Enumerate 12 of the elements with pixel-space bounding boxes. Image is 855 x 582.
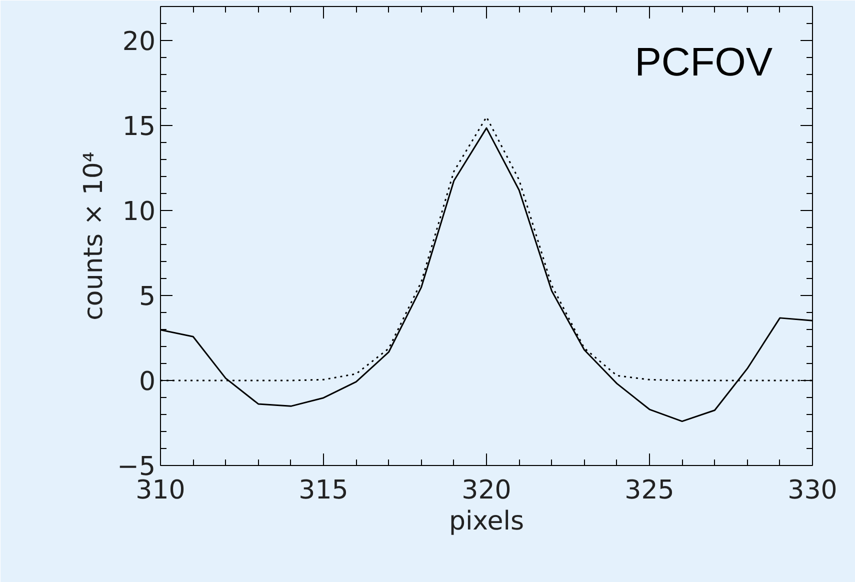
x-axis-title: pixels xyxy=(448,506,524,536)
x-tick-label: 315 xyxy=(298,476,348,506)
y-tick-label: 10 xyxy=(122,197,156,227)
y-axis-title: counts × 10⁴ xyxy=(79,152,110,320)
annotation: PCFOV xyxy=(634,40,773,84)
x-tick-label: 330 xyxy=(788,476,838,506)
y-tick-label: 0 xyxy=(138,367,156,397)
y-tick-label: 15 xyxy=(122,112,156,142)
x-tick-label: 325 xyxy=(624,476,674,506)
y-tick-label: 5 xyxy=(138,282,156,312)
x-tick-label: 320 xyxy=(462,476,512,506)
y-tick-label: 20 xyxy=(122,27,156,57)
